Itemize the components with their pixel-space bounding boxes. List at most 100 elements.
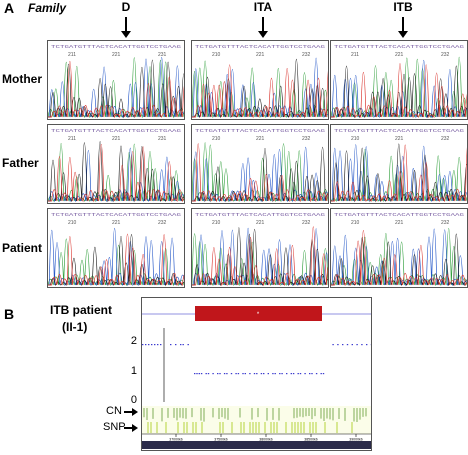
axis-tick-label: 37500kb — [214, 438, 227, 442]
copy-number-point — [224, 373, 225, 374]
base-position-label: 232 — [441, 136, 450, 142]
base-position-label: 210 — [212, 136, 221, 142]
copy-number-point — [254, 373, 255, 374]
panel-a-letter: A — [4, 0, 14, 16]
panel-b-subtitle: (II-1) — [62, 320, 87, 334]
chromatogram-father-itb: TCTGATGTTTACTCACATTGGTCCTGAAG 210 221 232 — [330, 124, 468, 204]
copy-number-point — [361, 344, 362, 345]
copy-number-point — [201, 373, 202, 374]
base-position-label: 232 — [302, 52, 311, 58]
copy-number-point — [332, 344, 333, 345]
snp-track-label: SNP — [103, 421, 126, 433]
base-sequence: TCTGATGTTTACTCACATTGGTCCTGAAG — [334, 212, 464, 218]
snp-track-arrow-head — [132, 424, 138, 432]
base-position-label: 210 — [68, 220, 77, 226]
copy-number-point — [275, 373, 276, 374]
copy-number-point — [180, 344, 181, 345]
panel-b-title: ITB patient — [50, 303, 112, 317]
copy-number-point — [157, 344, 158, 345]
base-sequence: TCTGATGTTTACTCACATTGGTCCTGAAG — [195, 44, 325, 50]
base-position-label: 221 — [256, 136, 265, 142]
base-position-label: 210 — [351, 220, 360, 226]
copy-number-point — [235, 373, 236, 374]
copy-number-point — [206, 373, 207, 374]
copy-number-point — [219, 373, 220, 374]
base-position-label: 221 — [112, 136, 121, 142]
base-position-label: 221 — [395, 136, 404, 142]
copy-number-point — [337, 344, 338, 345]
copy-number-point — [366, 344, 367, 345]
row-label-patient: Patient — [2, 241, 42, 255]
copy-number-point — [226, 373, 227, 374]
base-sequence: TCTGATGTTTACTCACATTGGTCCTGAAG — [334, 128, 464, 134]
copy-number-point — [208, 373, 209, 374]
family-label: Family — [28, 1, 66, 15]
copy-number-point — [217, 373, 218, 374]
axis-tick-label: 38500kb — [304, 438, 317, 442]
y-tick-0: 0 — [121, 394, 137, 406]
base-position-label: 221 — [256, 52, 265, 58]
copy-number-point — [293, 373, 294, 374]
base-position-label: 210 — [212, 220, 221, 226]
axis-tick-label: 37000kb — [169, 438, 182, 442]
copy-number-point — [309, 373, 310, 374]
copy-number-point — [352, 344, 353, 345]
copy-number-point — [154, 344, 155, 345]
copy-number-point — [212, 373, 213, 374]
copy-number-point — [194, 373, 195, 374]
base-position-label: 232 — [302, 136, 311, 142]
copy-number-point — [238, 373, 239, 374]
copy-number-point — [300, 373, 301, 374]
base-position-label: 232 — [441, 52, 450, 58]
copy-number-points — [142, 344, 371, 374]
base-position-label: 232 — [441, 220, 450, 226]
base-sequence: TCTGATGTTTACTCACATTGGTCCTGAAG — [195, 212, 325, 218]
copy-number-point — [148, 344, 149, 345]
copy-number-point — [263, 373, 264, 374]
copy-number-point — [279, 373, 280, 374]
copy-number-point — [316, 373, 317, 374]
base-position-label: 231 — [158, 136, 167, 142]
base-sequence: TCTGATGTTTACTCACATTGGTCCTGAAG — [51, 44, 181, 50]
axis-tick-label: 39000kb — [349, 438, 362, 442]
copy-number-point — [323, 373, 324, 374]
copy-number-point — [321, 373, 322, 374]
copy-number-point — [281, 373, 282, 374]
chromatogram-father-ita: TCTGATGTTTACTCACATTGGTCCTGAAG 210 221 232 — [191, 124, 329, 204]
copy-number-point — [311, 373, 312, 374]
copy-number-point — [183, 344, 184, 345]
copy-number-point — [160, 344, 161, 345]
copy-number-point — [261, 373, 262, 374]
y-tick-1: 1 — [121, 365, 137, 377]
base-position-label: 211 — [68, 52, 76, 58]
base-position-label: 221 — [395, 220, 404, 226]
column-label-d: D — [96, 0, 156, 14]
row-label-mother: Mother — [2, 72, 42, 86]
base-sequence: TCTGATGTTTACTCACATTGGTCCTGAAG — [51, 212, 181, 218]
copy-number-point — [199, 373, 200, 374]
copy-number-point — [196, 373, 197, 374]
copy-number-point — [142, 344, 143, 345]
chromosome-bar — [142, 441, 371, 449]
panel-b-letter: B — [4, 306, 14, 322]
copy-number-point — [249, 373, 250, 374]
base-position-label: 221 — [256, 220, 265, 226]
column-label-itb: ITB — [373, 0, 433, 14]
base-position-label: 210 — [351, 136, 360, 142]
copy-number-point — [175, 344, 176, 345]
base-position-label: 211 — [68, 136, 76, 142]
chromatogram-patient-itb: TCTGATGTTTACTCACATTGGTCCTGAAG 210 221 232 — [330, 208, 468, 288]
row-label-father: Father — [2, 156, 39, 170]
y-tick-2: 2 — [121, 335, 137, 347]
base-sequence: TCTGATGTTTACTCACATTGGTCCTGAAG — [195, 128, 325, 134]
copy-number-point — [242, 373, 243, 374]
copy-number-point — [256, 373, 257, 374]
copy-number-point — [356, 344, 357, 345]
base-position-label: 221 — [112, 220, 121, 226]
arrow-ita-head — [258, 31, 268, 38]
base-position-label: 232 — [158, 220, 167, 226]
